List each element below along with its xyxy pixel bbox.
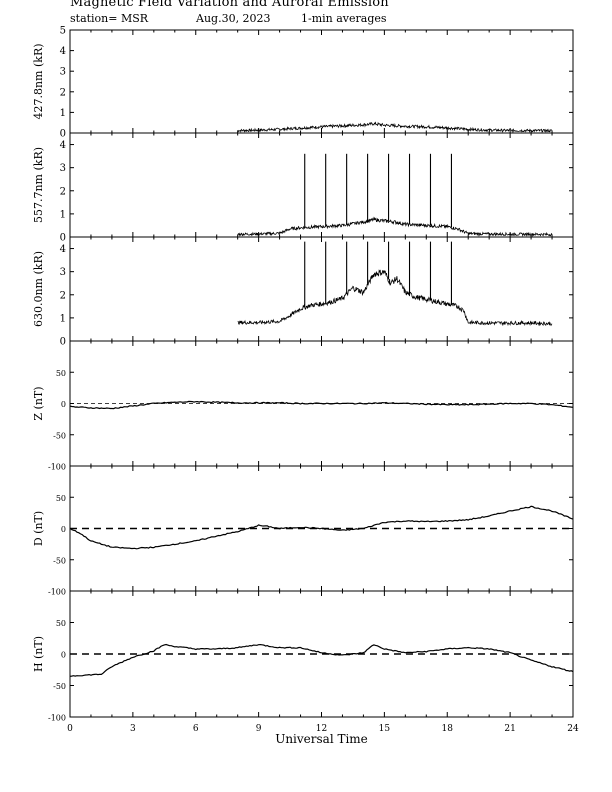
panel-5: -100 -50 0 50 D (nT) bbox=[32, 465, 574, 597]
averaging-label: 1-min averages bbox=[301, 12, 387, 25]
y-tick-label: -50 bbox=[53, 556, 66, 565]
y-tick-label: 0 bbox=[61, 525, 66, 534]
y-tick-label: 50 bbox=[56, 494, 66, 503]
x-tick-label: 15 bbox=[379, 724, 391, 734]
panel-3: 0 1 2 3 4 630.0nm (kR) bbox=[32, 236, 574, 348]
y-tick-label: 2 bbox=[60, 186, 66, 197]
y-tick-label: 0 bbox=[60, 233, 66, 244]
x-tick-label: 12 bbox=[316, 724, 327, 734]
y-tick-label: 4 bbox=[60, 244, 66, 255]
y-tick-label: 50 bbox=[56, 619, 66, 628]
x-tick-label: 21 bbox=[504, 724, 515, 734]
y-tick-label: 50 bbox=[56, 369, 66, 378]
y-axis-label: D (nT) bbox=[32, 511, 45, 546]
panel-frame bbox=[69, 29, 574, 134]
y-tick-label: 1 bbox=[60, 209, 66, 220]
y-tick-label: 2 bbox=[60, 290, 66, 301]
panel-4: -100 -50 0 50 Z (nT) bbox=[32, 340, 574, 472]
x-tick-label: 3 bbox=[130, 724, 136, 734]
y-tick-label: 3 bbox=[60, 267, 66, 278]
series-line bbox=[69, 505, 574, 550]
y-axis-label: H (nT) bbox=[32, 636, 45, 672]
y-tick-label: 1 bbox=[60, 313, 66, 324]
y-tick-label: 3 bbox=[60, 67, 66, 78]
figure-header: Magnetic Field Variation and Auroral Emi… bbox=[0, 0, 612, 30]
series-line bbox=[237, 269, 553, 327]
y-tick-label: -100 bbox=[48, 714, 66, 723]
x-tick-label: 18 bbox=[442, 724, 454, 734]
y-axis-label: 557.7nm (kR) bbox=[32, 147, 45, 223]
y-tick-label: 3 bbox=[60, 163, 66, 174]
series-line bbox=[69, 643, 574, 677]
series-line bbox=[69, 400, 574, 410]
y-tick-label: 4 bbox=[60, 46, 66, 57]
date-label: Aug.30, 2023 bbox=[196, 12, 271, 25]
series-line bbox=[237, 216, 553, 238]
figure-title: Magnetic Field Variation and Auroral Emi… bbox=[70, 0, 389, 10]
y-tick-label: 4 bbox=[60, 140, 66, 151]
y-tick-label: 0 bbox=[61, 400, 66, 409]
panel-1: 0 1 2 3 4 5 427.8nm (kR) bbox=[32, 26, 574, 140]
panel-frame bbox=[69, 236, 574, 342]
y-axis-label: Z (nT) bbox=[32, 386, 45, 420]
x-tick-label: 24 bbox=[567, 724, 579, 734]
y-tick-label: 0 bbox=[61, 651, 66, 660]
panel-2: 0 1 2 3 4 557.7nm (kR) bbox=[32, 132, 574, 244]
x-axis-label: Universal Time bbox=[275, 732, 368, 746]
x-tick-label: 9 bbox=[256, 724, 262, 734]
y-axis-label: 427.8nm (kR) bbox=[32, 43, 45, 119]
panel-frame bbox=[69, 132, 574, 238]
panel-6: -100 -50 0 50 H (nT) bbox=[32, 590, 574, 723]
y-axis-label: 630.0nm (kR) bbox=[32, 251, 45, 327]
y-tick-label: -100 bbox=[48, 463, 66, 472]
y-tick-label: 0 bbox=[60, 129, 66, 140]
y-tick-label: 0 bbox=[60, 337, 66, 348]
y-tick-label: 5 bbox=[60, 26, 66, 37]
series-line bbox=[237, 121, 553, 134]
y-tick-label: -50 bbox=[53, 682, 66, 691]
x-tick-label: 6 bbox=[193, 724, 199, 734]
y-tick-label: -100 bbox=[48, 588, 66, 597]
y-tick-label: 1 bbox=[60, 108, 66, 119]
station-label: station= MSR bbox=[70, 12, 149, 25]
x-tick-label: 0 bbox=[67, 724, 73, 734]
y-tick-label: -50 bbox=[53, 431, 66, 440]
y-tick-label: 2 bbox=[60, 87, 66, 98]
